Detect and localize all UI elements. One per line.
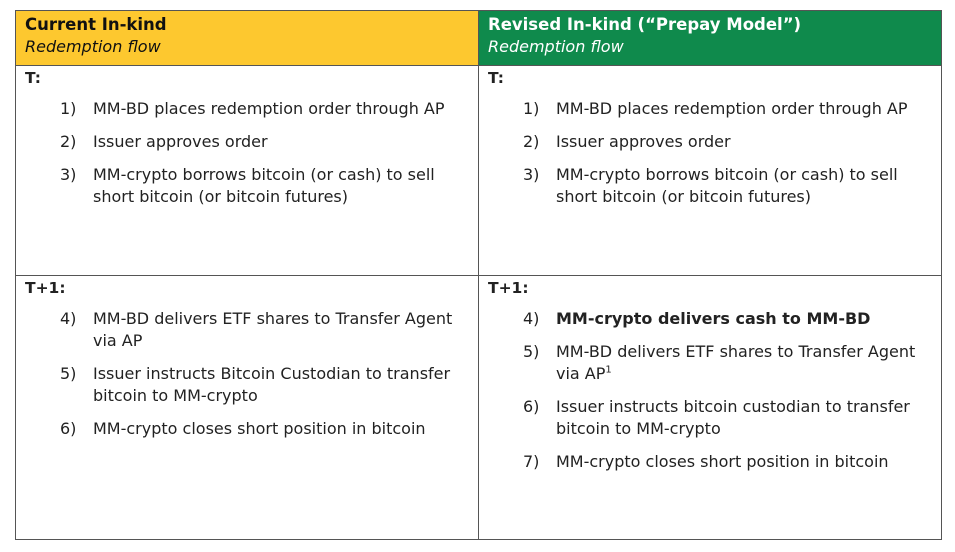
header-cell: Revised In-kind (“Prepay Model”) Redempti… [479,11,941,66]
item-text: Issuer instructs bitcoin custodian to tr… [556,396,932,440]
item-number: 3) [60,165,77,184]
header-title: Current In-kind [25,15,167,34]
item-number: 2) [523,132,540,151]
header-subtitle: Redemption flow [25,37,161,56]
section-cell: T: 1) MM-BD places redemption order throug… [16,66,479,276]
item-text: MM-crypto borrows bitcoin (or cash) to s… [556,164,932,208]
section-cell: T+1: 4) MM-BD delivers ETF shares to Trans… [16,276,479,539]
item-number: 2) [60,132,77,151]
item-text: MM-BD places redemption order through AP [556,98,932,120]
list-item: 6) Issuer instructs bitcoin custodian to … [488,396,932,440]
item-text: MM-crypto borrows bitcoin (or cash) to s… [93,164,469,208]
item-number: 6) [523,397,540,416]
item-number: 5) [60,364,77,383]
item-text-content: MM-crypto borrows bitcoin (or cash) to s… [93,165,435,206]
item-number: 6) [60,419,77,438]
item-text: MM-BD places redemption order through AP [93,98,469,120]
list-item: 6) MM-crypto closes short position in bit… [25,418,469,440]
item-text: MM-crypto closes short position in bitco… [556,451,932,473]
item-text-content: MM-BD places redemption order through AP [93,99,445,118]
item-number: 1) [523,99,540,118]
item-number: 4) [60,309,77,328]
list-item: 4) MM-BD delivers ETF shares to Transfer … [25,308,469,352]
item-text-content: Issuer approves order [93,132,268,151]
comparison-table: Current In-kind Redemption flow T: 1) MM-BD … [15,10,942,540]
item-number: 3) [523,165,540,184]
item-text-content: MM-crypto delivers cash to MM-BD [556,309,871,328]
item-text-content: MM-crypto closes short position in bitco… [556,452,889,471]
item-text-content: Issuer approves order [556,132,731,151]
item-text: MM-crypto closes short position in bitco… [93,418,469,440]
item-text-content: Issuer instructs Bitcoin Custodian to tr… [93,364,451,405]
item-text: Issuer approves order [93,131,469,153]
list-item: 7) MM-crypto closes short position in bit… [488,451,932,473]
list-item: 5) Issuer instructs Bitcoin Custodian to … [25,363,469,407]
list-item: 1) MM-BD places redemption order through … [25,98,469,120]
list-item: 4) MM-crypto delivers cash to MM-BD [488,308,932,330]
header-title: Revised In-kind (“Prepay Model”) [488,15,802,34]
list-item: 1) MM-BD places redemption order through … [488,98,932,120]
header-cell: Current In-kind Redemption flow [16,11,479,66]
item-number: 5) [523,342,540,361]
section-label: T+1: [488,279,529,297]
header-subtitle: Redemption flow [488,37,624,56]
section-label: T: [25,69,41,87]
item-text: Issuer approves order [556,131,932,153]
item-number: 7) [523,452,540,471]
item-text: Issuer instructs Bitcoin Custodian to tr… [93,363,469,407]
item-text-content: MM-BD delivers ETF shares to Transfer Ag… [556,342,916,383]
item-number: 4) [523,309,540,328]
list-item: 3) MM-crypto borrows bitcoin (or cash) to… [488,164,932,208]
section-label: T: [488,69,504,87]
section-cell: T: 1) MM-BD places redemption order throug… [479,66,941,276]
footnote-marker: 1 [605,364,612,376]
section-label: T+1: [25,279,66,297]
item-text-content: MM-BD places redemption order through AP [556,99,908,118]
item-number: 1) [60,99,77,118]
item-text: MM-BD delivers ETF shares to Transfer Ag… [556,341,932,385]
list-item: 2) Issuer approves order [25,131,469,153]
item-text-content: MM-BD delivers ETF shares to Transfer Ag… [93,309,453,350]
section-cell: T+1: 4) MM-crypto delivers cash to MM-BD 5)… [479,276,941,539]
item-text: MM-BD delivers ETF shares to Transfer Ag… [93,308,469,352]
list-item: 2) Issuer approves order [488,131,932,153]
item-text-content: MM-crypto borrows bitcoin (or cash) to s… [556,165,898,206]
item-text-content: MM-crypto closes short position in bitco… [93,419,426,438]
item-text: MM-crypto delivers cash to MM-BD [556,308,932,330]
list-item: 3) MM-crypto borrows bitcoin (or cash) to… [25,164,469,208]
list-item: 5) MM-BD delivers ETF shares to Transfer … [488,341,932,385]
item-text-content: Issuer instructs bitcoin custodian to tr… [556,397,910,438]
